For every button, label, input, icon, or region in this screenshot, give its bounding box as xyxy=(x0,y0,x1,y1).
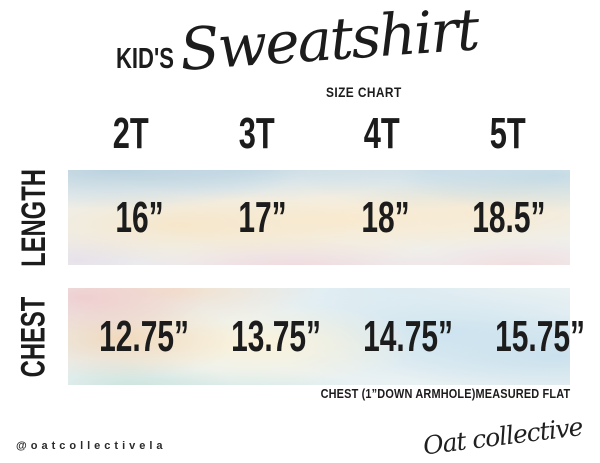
measurement-value: 16” xyxy=(115,192,164,242)
brand-signature: Oat collective xyxy=(421,412,584,461)
row-label-chest: CHEST xyxy=(0,288,68,385)
length-row-band: 16” 17” 18” 18.5” xyxy=(68,170,570,265)
chest-row-band: 12.75” 13.75” 14.75” 15.75” xyxy=(68,288,585,385)
size-header-text: 2T xyxy=(112,109,149,158)
measurement-value: 18.5” xyxy=(471,192,546,242)
subtitle-label: SIZE CHART xyxy=(326,85,415,99)
length-value-4t: 18” xyxy=(350,192,421,242)
size-column-header-3t: 3T xyxy=(231,112,282,156)
measurement-value: 17” xyxy=(238,192,287,242)
chest-value-2t: 12.75” xyxy=(78,311,210,361)
subtitle-text: SIZE CHART xyxy=(326,84,402,100)
row-label-text: LENGTH xyxy=(15,168,53,267)
size-column-header-2t: 2T xyxy=(105,112,156,156)
chest-value-5t: 15.75” xyxy=(474,311,600,361)
size-column-header-5t: 5T xyxy=(482,112,533,156)
instagram-handle: @oatcollectivela xyxy=(16,440,167,452)
size-column-header-4t: 4T xyxy=(356,112,407,156)
measurement-note-text: CHEST (1”DOWN ARMHOLE)MEASURED FLAT xyxy=(320,386,570,401)
length-value-3t: 17” xyxy=(227,192,298,242)
measurement-value: 15.75” xyxy=(495,311,586,361)
length-value-5t: 18.5” xyxy=(455,192,563,242)
size-header-text: 5T xyxy=(489,109,526,158)
length-value-2t: 16” xyxy=(104,192,175,242)
measurement-value: 18” xyxy=(361,192,410,242)
size-header-text: 3T xyxy=(238,109,275,158)
size-header-text: 4T xyxy=(363,109,400,158)
row-label-length: LENGTH xyxy=(0,168,68,267)
kicker-label: KID'S xyxy=(116,45,192,74)
measurement-value: 14.75” xyxy=(363,311,454,361)
measurement-note: CHEST (1”DOWN ARMHOLE)MEASURED FLAT xyxy=(273,387,570,400)
chest-value-4t: 14.75” xyxy=(342,311,474,361)
chest-value-3t: 13.75” xyxy=(210,311,342,361)
kicker-text: KID'S xyxy=(116,43,174,75)
page-title: Sweatshirt xyxy=(177,0,480,84)
size-header-row: 2T 3T 4T 5T xyxy=(68,112,570,156)
row-label-text: CHEST xyxy=(15,296,54,377)
measurement-value: 12.75” xyxy=(99,311,189,361)
measurement-value: 13.75” xyxy=(231,311,322,361)
